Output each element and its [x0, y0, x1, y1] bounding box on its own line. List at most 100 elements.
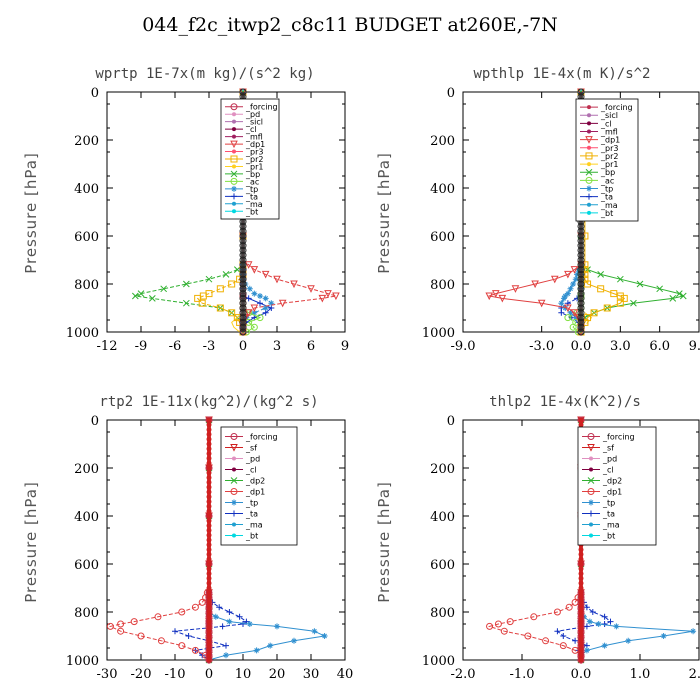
data-point — [578, 561, 584, 567]
data-point — [206, 599, 212, 605]
data-point — [578, 551, 584, 557]
legend-entry: _bt — [245, 207, 258, 216]
legend-entry: _cl — [600, 119, 612, 128]
data-point — [570, 309, 579, 317]
legend-entry: _sicl — [245, 118, 263, 127]
data-point — [154, 613, 162, 621]
data-point — [236, 613, 243, 620]
data-point — [222, 271, 230, 278]
legend-entry: _forcing — [602, 433, 635, 442]
figure-title: 044_f2c_itwp2_c8c11 BUDGET at260E,-7N — [142, 14, 558, 36]
legend-marker — [586, 193, 592, 200]
legend-marker — [585, 168, 593, 176]
data-point — [239, 318, 247, 326]
data-point — [307, 285, 315, 293]
legend-entry: _pr3 — [600, 144, 618, 153]
legend-marker — [587, 105, 591, 110]
data-point — [494, 620, 502, 628]
y-axis-title: Pressure [hPa] — [22, 152, 40, 274]
legend-marker — [232, 456, 236, 461]
data-point — [244, 261, 253, 269]
legend: _forcing _sf _pd _cl _dp2 _dp1 _tp _ta _ma _bt — [577, 426, 657, 546]
legend-marker — [230, 177, 238, 185]
data-point — [206, 571, 212, 577]
data-point — [198, 299, 206, 307]
data-point — [216, 604, 223, 611]
data-point — [239, 328, 247, 336]
data-point — [206, 494, 212, 500]
y-tick-label: 200 — [430, 462, 455, 477]
panel-title: wprtp 1E-7x(m kg)/(s^2 kg) — [95, 66, 314, 82]
data-point — [578, 580, 584, 586]
data-point — [239, 266, 247, 274]
data-point — [656, 285, 664, 293]
data-point — [577, 251, 585, 259]
y-tick-label: 1000 — [422, 654, 455, 669]
data-point — [250, 266, 259, 274]
legend-marker — [587, 121, 591, 126]
y-tick-label: 0 — [91, 86, 99, 101]
data-point — [206, 523, 212, 529]
legend-entry: _ta — [245, 192, 258, 201]
y-axis-title: Pressure [hPa] — [22, 481, 40, 603]
x-tick-label: 0.0 — [571, 339, 592, 354]
panel-title: rtp2 1E-11x(kg^2)/(kg^2 s) — [99, 394, 318, 410]
legend-marker — [230, 103, 238, 111]
legend-marker — [232, 533, 236, 538]
data-point — [524, 632, 532, 640]
data-point — [578, 643, 584, 649]
data-point — [206, 638, 212, 644]
legend-entry: _pd — [245, 455, 260, 464]
data-point — [206, 503, 212, 509]
data-point — [586, 618, 593, 625]
data-point — [206, 595, 212, 601]
data-point — [206, 657, 212, 663]
legend-entry: _ac — [245, 177, 259, 186]
data-point — [226, 609, 233, 615]
legend-marker — [585, 176, 593, 184]
y-tick-label: 600 — [430, 230, 455, 245]
legend-marker — [587, 202, 591, 207]
panel-wprtp: wprtp 1E-7x(m kg)/(s^2 kg) Pressure [hPa]… — [22, 66, 349, 354]
data-point — [569, 323, 577, 331]
data-point — [206, 590, 212, 596]
panel-title: wpthlp 1E-4x(m K)/s^2 — [473, 66, 650, 82]
data-point — [239, 237, 247, 245]
data-point — [228, 309, 236, 317]
data-point — [567, 285, 574, 292]
data-point — [578, 575, 584, 581]
data-point — [223, 642, 229, 649]
data-point — [206, 513, 212, 519]
legend-marker — [587, 444, 595, 452]
data-point — [206, 508, 212, 514]
data-point — [182, 299, 190, 307]
data-point — [564, 314, 572, 322]
data-point — [630, 299, 637, 307]
data-point — [577, 242, 585, 250]
legend-entry: _pd — [602, 455, 617, 464]
data-point — [239, 227, 247, 235]
data-point — [206, 499, 212, 505]
data-point — [578, 595, 584, 601]
legend-marker — [232, 209, 236, 214]
data-point — [542, 637, 550, 645]
data-point — [589, 609, 596, 615]
data-point — [206, 623, 212, 629]
x-tick-label: -9 — [135, 339, 148, 354]
legend-entry: _ta — [600, 193, 613, 202]
data-point — [206, 633, 212, 639]
legend-marker — [231, 185, 237, 192]
data-point — [206, 551, 212, 557]
legend-entry: _bt — [245, 532, 258, 541]
data-point — [206, 527, 212, 533]
data-point — [206, 422, 212, 428]
data-point — [506, 618, 514, 626]
data-point — [178, 608, 186, 616]
x-tick-label: 9 — [341, 339, 349, 354]
data-point — [578, 619, 584, 625]
x-tick-label: 10 — [235, 667, 252, 682]
data-point — [324, 290, 332, 298]
data-point — [577, 309, 585, 317]
data-point — [206, 614, 212, 620]
legend-entry: _mfl — [245, 133, 263, 142]
